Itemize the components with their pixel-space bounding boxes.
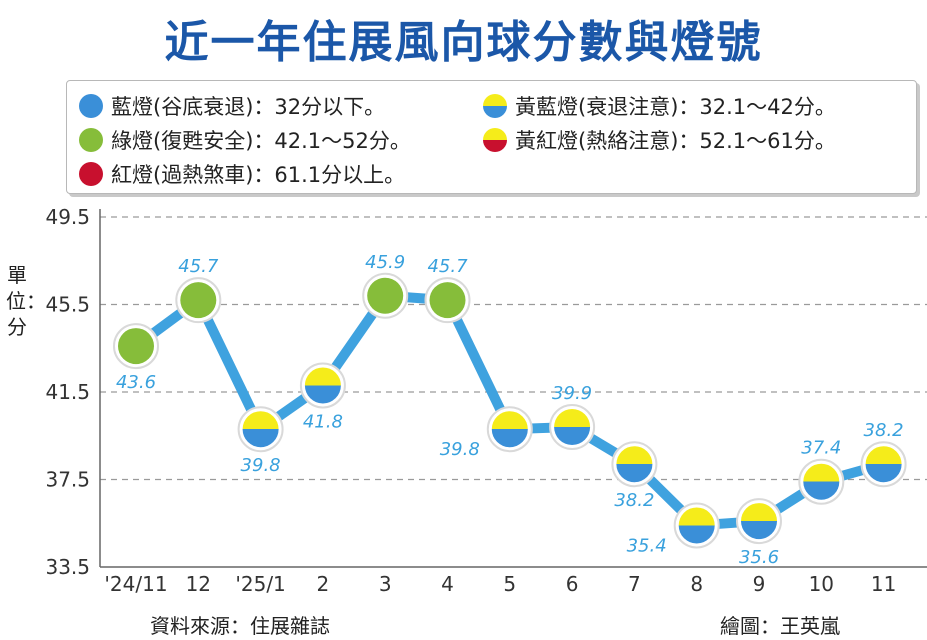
legend-label: 藍燈(谷底衰退)：32分以下。 [111, 95, 386, 119]
data-point [678, 507, 715, 544]
legend-item-blue: 藍燈(谷底衰退)：32分以下。 [79, 91, 385, 121]
blue-light-icon [79, 94, 103, 118]
data-point [741, 503, 777, 540]
green-light-icon [79, 128, 103, 152]
legend-item-green: 綠燈(復甦安全)：42.1～52分。 [79, 125, 411, 155]
legend: 藍燈(谷底衰退)：32分以下。 黃藍燈(衰退注意)：32.1～42分。 綠燈(復… [66, 80, 917, 194]
legend-label: 黃紅燈(熱絡注意)：52.1～61分。 [515, 129, 836, 153]
red-light-icon [79, 162, 103, 186]
y-tick-label: 37.5 [45, 468, 90, 492]
data-label: 38.2 [864, 420, 904, 441]
legend-item-yellow-red: 黃紅燈(熱絡注意)：52.1～61分。 [483, 125, 836, 155]
chart-title: 近一年住展風向球分數與燈號 [164, 17, 763, 68]
data-point [429, 282, 466, 319]
data-label: 38.2 [614, 490, 654, 511]
legend-item-red: 紅燈(過熱煞車)：61.1分以上。 [79, 159, 405, 189]
x-tick-label: 3 [379, 572, 392, 596]
y-tick-label: 45.5 [45, 293, 90, 317]
data-label: 39.8 [241, 455, 281, 476]
data-label: 45.7 [178, 256, 219, 277]
data-label: 45.9 [365, 252, 405, 273]
legend-label: 綠燈(復甦安全)：42.1～52分。 [111, 129, 411, 153]
source-note: 資料來源：住展雜誌 [150, 614, 330, 638]
data-point [242, 411, 279, 448]
data-point [616, 446, 653, 483]
x-tick-label: 4 [441, 572, 454, 596]
legend-label: 黃藍燈(衰退注意)：32.1～42分。 [515, 95, 836, 119]
x-tick-label: 5 [503, 572, 516, 596]
x-tick-label: 7 [628, 572, 641, 596]
data-label: 35.6 [739, 547, 779, 568]
x-tick-label: 2 [317, 572, 330, 596]
x-tick-label: 6 [566, 572, 579, 596]
data-label: 43.6 [116, 372, 156, 393]
x-tick-label: 11 [871, 572, 896, 596]
data-label: 45.7 [427, 256, 468, 277]
data-point [554, 409, 591, 445]
data-label: 41.8 [303, 411, 343, 432]
yellow-red-light-icon [483, 128, 507, 152]
credit-note: 繪圖：王英嵐 [720, 614, 840, 638]
x-tick-label: 10 [809, 572, 834, 596]
x-tick-label: 12 [186, 572, 211, 596]
y-tick-label: 49.5 [45, 205, 90, 229]
x-tick-label: '25/1 [235, 572, 285, 596]
data-point [304, 367, 341, 404]
data-point [865, 446, 902, 483]
data-point [491, 411, 528, 448]
y-tick-label: 33.5 [45, 555, 90, 579]
data-label: 37.4 [801, 438, 841, 459]
x-tick-label: 9 [753, 572, 766, 596]
x-tick-label: '24/11 [104, 572, 167, 596]
legend-item-yellow-blue: 黃藍燈(衰退注意)：32.1～42分。 [483, 91, 836, 121]
yellow-blue-light-icon [483, 94, 507, 118]
data-label: 39.9 [552, 383, 592, 404]
data-point [118, 328, 154, 365]
data-label: 35.4 [627, 535, 667, 556]
data-label: 39.8 [440, 439, 480, 460]
y-tick-label: 41.5 [45, 380, 90, 404]
x-tick-label: 8 [690, 572, 703, 596]
data-point [367, 277, 404, 314]
legend-label: 紅燈(過熱煞車)：61.1分以上。 [111, 163, 406, 187]
data-point [180, 282, 217, 319]
data-point [803, 463, 840, 500]
